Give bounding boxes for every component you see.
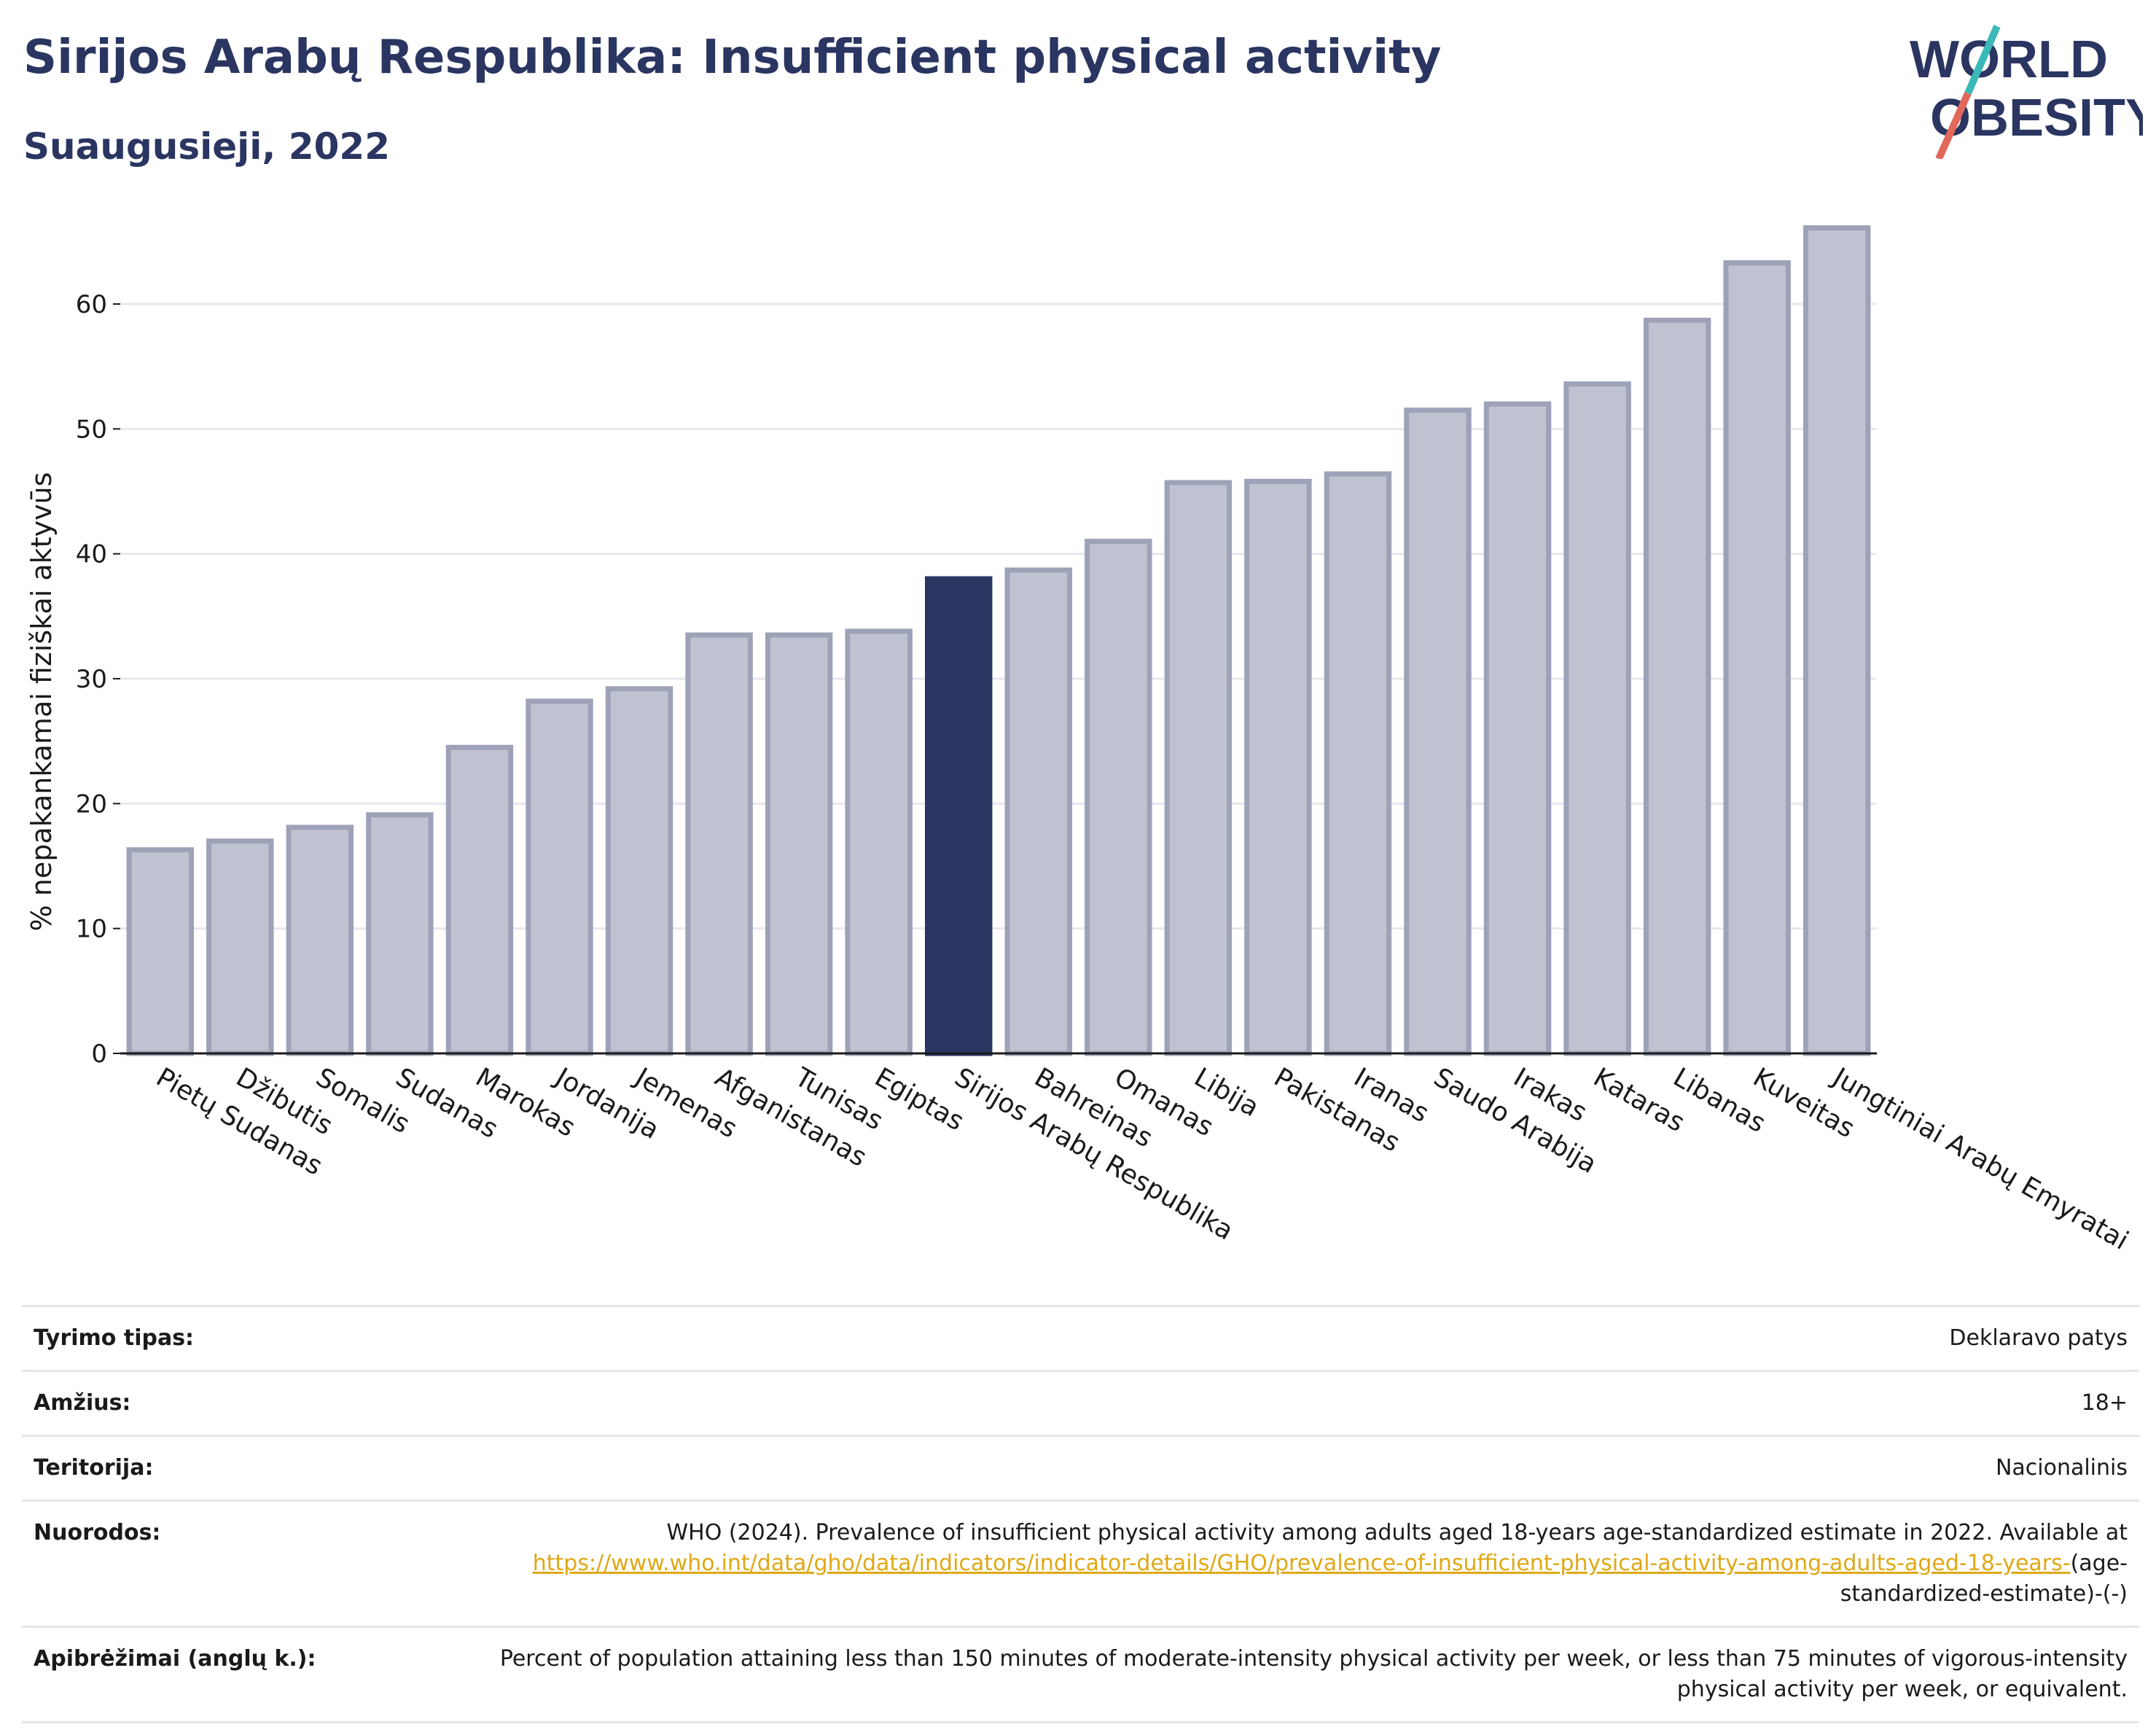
- chart-subtitle: Suaugusieji, 2022: [23, 125, 390, 168]
- bar-libija: [1164, 480, 1233, 1056]
- meta-key: Teritorija:: [34, 1455, 154, 1481]
- reference-suffix: (age-standardized-estimate)-(-): [1840, 1551, 2128, 1607]
- meta-value: Deklaravo patys: [1949, 1325, 2128, 1351]
- bar-jordanija: [526, 698, 593, 1056]
- meta-row-definitions: Apibrėžimai (anglų k.): Percent of popul…: [22, 1626, 2139, 1723]
- y-tick-label: 60: [76, 290, 107, 319]
- meta-key: Apibrėžimai (anglų k.):: [34, 1646, 316, 1672]
- bar-sudanas: [366, 812, 434, 1056]
- meta-row-age: Amžius: 18+: [22, 1370, 2139, 1435]
- meta-key: Amžius:: [34, 1390, 131, 1416]
- bar-irakas: [1483, 401, 1552, 1056]
- bar-somalis: [286, 824, 354, 1056]
- bar-omanas: [1085, 539, 1152, 1056]
- bar-pietų-sudanas: [126, 847, 194, 1056]
- x-tick-label: Kataras: [1588, 1062, 1690, 1138]
- y-tick-label: 50: [76, 415, 107, 444]
- bar-bahreinas: [1004, 567, 1072, 1056]
- x-axis-labels: Pietų SudanasDžibutisSomalisSudanasMarok…: [151, 1061, 2133, 1256]
- svg-text:OBESITY: OBESITY: [1930, 89, 2143, 147]
- svg-text:WORLD: WORLD: [1910, 31, 2108, 89]
- reference-link[interactable]: https://www.who.int/data/gho/data/indica…: [532, 1551, 2071, 1576]
- bar-sirijos-arabų-respublika: [925, 576, 993, 1056]
- bar-jemenas: [605, 686, 673, 1056]
- bar-pakistanas: [1244, 478, 1312, 1056]
- meta-value: 18+: [2081, 1390, 2128, 1416]
- bar-kuveitas: [1723, 260, 1791, 1056]
- chart-title: Sirijos Arabų Respublika: Insufficient p…: [23, 31, 1442, 85]
- y-tick-label: 0: [91, 1040, 107, 1069]
- logo-red-stroke: [1935, 91, 1972, 159]
- meta-row-territory: Teritorija: Nacionalinis: [22, 1435, 2139, 1500]
- metadata-table: Tyrimo tipas: Deklaravo patys Amžius: 18…: [22, 1305, 2139, 1723]
- meta-row-survey-type: Tyrimo tipas: Deklaravo patys: [22, 1305, 2139, 1370]
- bar-tunisas: [765, 632, 833, 1056]
- world-obesity-logo: WORLD OBESITY: [1910, 25, 2143, 159]
- reference-text: WHO (2024). Prevalence of insufficient p…: [666, 1520, 2128, 1545]
- bar-afganistanas: [685, 632, 753, 1056]
- meta-value: WHO (2024). Prevalence of insufficient p…: [451, 1518, 2128, 1610]
- bar-egiptas: [845, 628, 913, 1056]
- bar-kataras: [1563, 381, 1631, 1056]
- meta-value: Percent of population attaining less tha…: [499, 1646, 2128, 1702]
- meta-key: Nuorodos:: [34, 1520, 161, 1545]
- x-tick-label: Jungtiniai Arabų Emyratai: [1827, 1061, 2133, 1256]
- meta-row-references: Nuorodos: WHO (2024). Prevalence of insu…: [22, 1500, 2139, 1626]
- y-axis-label: % nepakankamai fiziškai aktyvūs: [26, 472, 58, 932]
- logo-teal-stroke: [1964, 25, 2001, 95]
- y-tick-label: 10: [76, 915, 107, 944]
- bar-iranas: [1324, 471, 1392, 1056]
- y-tick-label: 40: [76, 540, 107, 569]
- bar-saudo-arabija: [1404, 408, 1472, 1056]
- meta-key: Tyrimo tipas:: [34, 1325, 195, 1351]
- bar-džibutis: [206, 838, 274, 1056]
- y-tick-label: 20: [76, 789, 107, 819]
- meta-value: Nacionalinis: [1995, 1455, 2128, 1481]
- y-axis-ticks: 0 10 20 30 40 50 60: [76, 290, 120, 1069]
- bar-libanas: [1643, 317, 1711, 1056]
- bar-chart: 0 10 20 30 40 50 60 Pietų SudanasDžibutisSomal…: [26, 225, 2133, 1256]
- y-tick-label: 30: [76, 665, 107, 694]
- bar-jungtiniai-arabų-emyratai: [1803, 225, 1871, 1056]
- bar-marokas: [445, 744, 514, 1056]
- x-tick-label: Libanas: [1668, 1062, 1771, 1139]
- x-tick-label: Egiptas: [870, 1062, 969, 1136]
